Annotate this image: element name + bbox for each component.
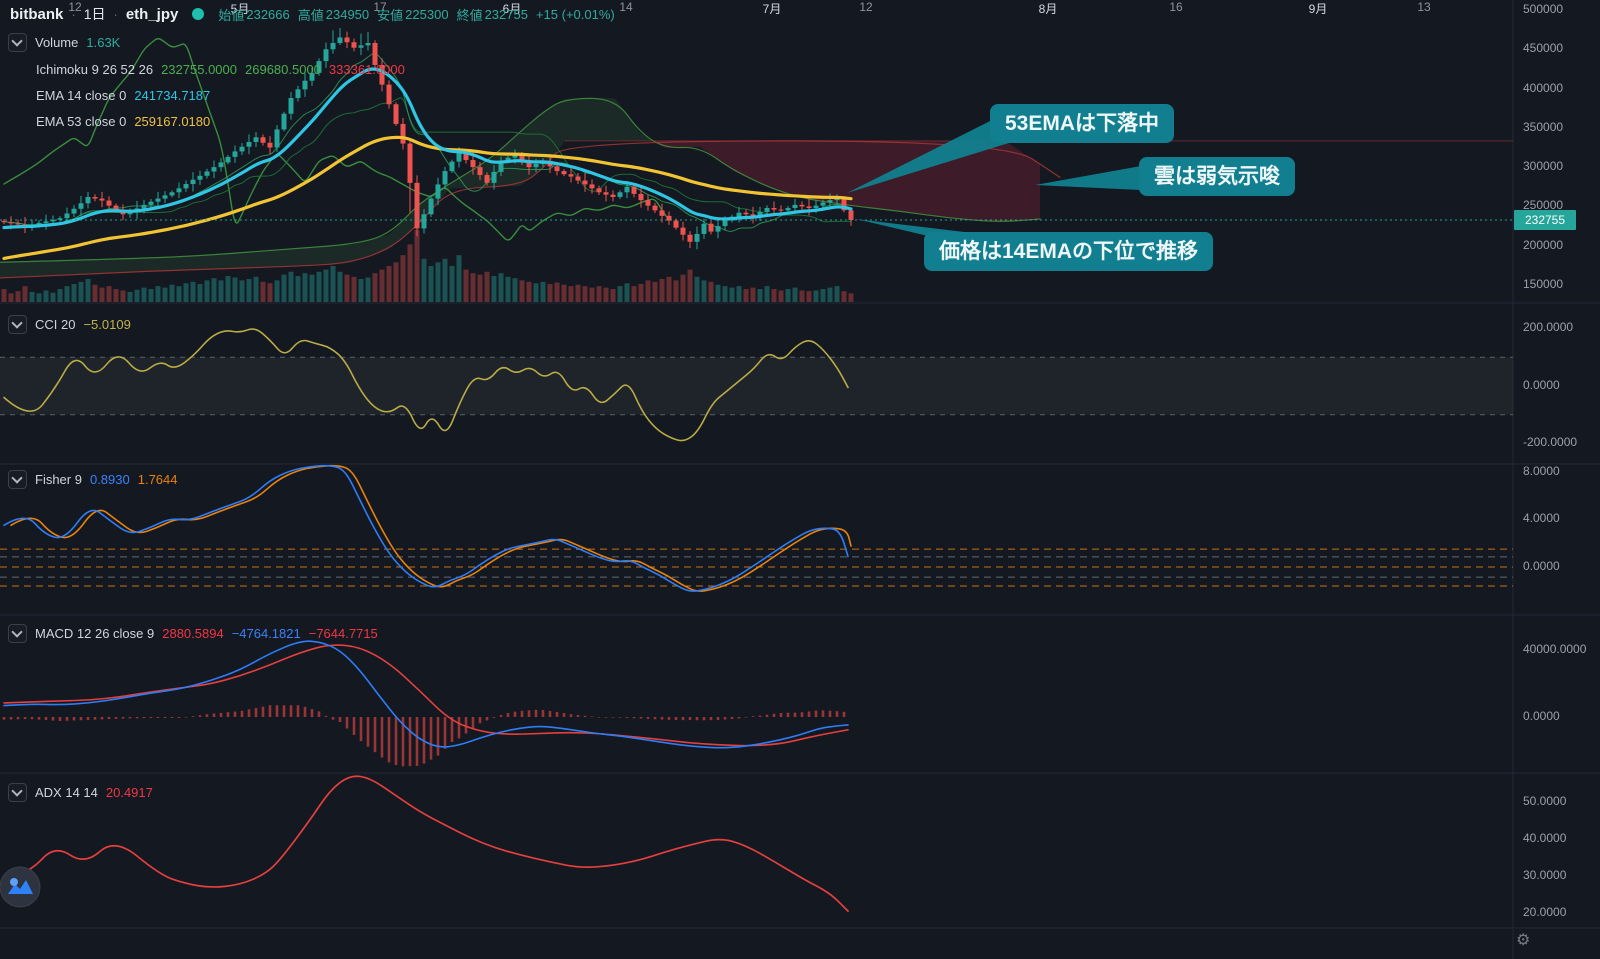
ema14-label[interactable]: EMA 14 close 0 bbox=[36, 88, 127, 103]
symbol-label[interactable]: eth_jpy bbox=[125, 5, 179, 23]
macd-axis-label[interactable]: 0.0000 bbox=[1523, 709, 1560, 723]
collapse-chevron-icon[interactable] bbox=[8, 624, 27, 643]
cci-label[interactable]: CCI 20 bbox=[35, 317, 76, 332]
adx-label[interactable]: ADX 14 14 bbox=[35, 785, 98, 800]
change-value: +15 (+0.01%) bbox=[535, 6, 615, 22]
time-axis-label[interactable]: 13 bbox=[1417, 0, 1431, 14]
collapse-chevron-icon[interactable] bbox=[8, 33, 27, 52]
macd-signal-value: −7644.7715 bbox=[308, 626, 378, 641]
time-axis-label[interactable]: 16 bbox=[1169, 0, 1183, 14]
exchange-name[interactable]: bitbank bbox=[10, 5, 64, 23]
chart-header: bitbank · 1日 · eth_jpy 始値 232666 高値 234950… bbox=[10, 4, 615, 24]
cci-value: −5.0109 bbox=[83, 317, 131, 332]
ema14-value: 241734.7187 bbox=[134, 88, 211, 103]
high-label: 高値 bbox=[297, 7, 324, 23]
price-axis-label[interactable]: 250000 bbox=[1523, 198, 1564, 212]
adx-axis-label[interactable]: 20.0000 bbox=[1523, 905, 1567, 919]
time-axis-label[interactable]: 14 bbox=[619, 0, 633, 14]
last-price-tag: 232755 bbox=[1514, 210, 1576, 230]
volume-label[interactable]: Volume bbox=[35, 35, 79, 50]
cci-axis-label[interactable]: 0.0000 bbox=[1523, 378, 1560, 392]
macd-legend: MACD 12 26 close 9 2880.5894 −4764.1821 … bbox=[8, 624, 378, 643]
fisher-axis-label[interactable]: 0.0000 bbox=[1523, 559, 1560, 573]
time-axis-label[interactable]: 8月 bbox=[1038, 2, 1058, 16]
close-value: 232755 bbox=[484, 6, 528, 22]
collapse-chevron-icon[interactable] bbox=[8, 315, 27, 334]
collapse-chevron-icon[interactable] bbox=[8, 470, 27, 489]
time-axis-label[interactable]: 9月 bbox=[1308, 2, 1328, 16]
separator-dot: · bbox=[113, 6, 118, 22]
ema53-value: 259167.0180 bbox=[134, 114, 211, 129]
interval-label[interactable]: 1日 bbox=[83, 6, 106, 22]
price-axis-label[interactable]: 450000 bbox=[1523, 41, 1564, 55]
price-axis-label[interactable]: 150000 bbox=[1523, 277, 1564, 291]
macd-label[interactable]: MACD 12 26 close 9 bbox=[35, 626, 155, 641]
separator-dot: · bbox=[71, 6, 76, 22]
ichimoku-kijun-value: 269680.5000 bbox=[245, 62, 321, 77]
mountain-icon bbox=[8, 880, 33, 894]
low-value: 225300 bbox=[405, 6, 449, 22]
fisher-axis-label[interactable]: 4.0000 bbox=[1523, 511, 1560, 525]
annotation-price-ema[interactable]: 価格は14EMAの下位で推移 bbox=[924, 232, 1214, 272]
fisher-value-2: 1.7644 bbox=[137, 472, 178, 487]
price-axis-label[interactable]: 500000 bbox=[1523, 2, 1564, 16]
time-axis-label[interactable]: 5月 bbox=[230, 2, 250, 16]
time-axis-label[interactable]: 7月 bbox=[762, 2, 782, 16]
open-label: 始値 bbox=[218, 7, 245, 23]
fisher-legend: Fisher 9 0.8930 1.7644 bbox=[8, 470, 178, 489]
price-axis-label[interactable]: 300000 bbox=[1523, 159, 1564, 173]
settings-gear-icon[interactable]: ⚙ bbox=[1516, 932, 1531, 949]
time-axis-label[interactable]: 12 bbox=[859, 0, 873, 14]
ichimoku-tenkan-value: 232755.0000 bbox=[161, 62, 237, 77]
chart-logo-badge[interactable] bbox=[0, 866, 42, 908]
price-axis-label[interactable]: 400000 bbox=[1523, 81, 1564, 95]
adx-legend: ADX 14 14 20.4917 bbox=[8, 783, 153, 802]
macd-axis-label[interactable]: 40000.0000 bbox=[1523, 642, 1587, 656]
time-axis-label[interactable]: 6月 bbox=[502, 2, 522, 16]
volume-value: 1.63K bbox=[86, 35, 121, 50]
low-label: 安値 bbox=[377, 7, 404, 23]
adx-value: 20.4917 bbox=[105, 785, 153, 800]
ema14-legend: EMA 14 close 0 241734.7187 bbox=[36, 88, 210, 103]
close-label: 終値 bbox=[456, 7, 483, 23]
market-status-dot bbox=[192, 8, 205, 20]
ema53-label[interactable]: EMA 53 close 0 bbox=[36, 114, 127, 129]
time-axis-label[interactable]: 17 bbox=[373, 0, 387, 14]
macd-line-value: −4764.1821 bbox=[231, 626, 301, 641]
open-value: 232666 bbox=[246, 6, 290, 22]
cci-axis-label[interactable]: -200.0000 bbox=[1523, 435, 1578, 449]
annotation-53ema[interactable]: 53EMAは下落中 bbox=[990, 104, 1175, 144]
ichimoku-legend: Ichimoku 9 26 52 26 232755.0000 269680.5… bbox=[36, 62, 405, 77]
macd-hist-value: 2880.5894 bbox=[162, 626, 224, 641]
adx-axis-label[interactable]: 30.0000 bbox=[1523, 868, 1567, 882]
price-axis-label[interactable]: 350000 bbox=[1523, 120, 1564, 134]
adx-axis-label[interactable]: 50.0000 bbox=[1523, 794, 1567, 808]
adx-axis-label[interactable]: 40.0000 bbox=[1523, 831, 1567, 845]
time-axis-label[interactable]: 12 bbox=[68, 0, 82, 14]
cci-axis-label[interactable]: 200.0000 bbox=[1523, 320, 1574, 334]
ema53-legend: EMA 53 close 0 259167.0180 bbox=[36, 114, 210, 129]
ichimoku-senkou-value: 333361.0000 bbox=[328, 62, 405, 77]
fisher-axis-label[interactable]: 8.0000 bbox=[1523, 464, 1560, 478]
fisher-value-1: 0.8930 bbox=[89, 472, 130, 487]
cci-legend: CCI 20 −5.0109 bbox=[8, 315, 131, 334]
fisher-label[interactable]: Fisher 9 bbox=[35, 472, 82, 487]
high-value: 234950 bbox=[325, 6, 370, 22]
ichimoku-label[interactable]: Ichimoku 9 26 52 26 bbox=[36, 62, 154, 77]
price-axis-label[interactable]: 200000 bbox=[1523, 238, 1564, 252]
collapse-chevron-icon[interactable] bbox=[8, 783, 27, 802]
volume-legend: Volume 1.63K bbox=[8, 33, 120, 52]
annotation-cloud[interactable]: 雲は弱気示唆 bbox=[1139, 157, 1295, 197]
